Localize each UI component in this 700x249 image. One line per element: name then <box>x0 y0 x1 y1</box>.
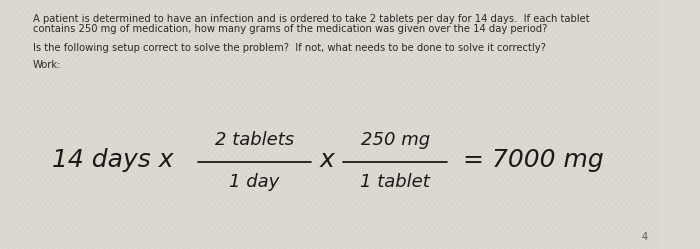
Text: Is the following setup correct to solve the problem?  If not, what needs to be d: Is the following setup correct to solve … <box>33 43 546 53</box>
Text: 250 mg: 250 mg <box>360 131 430 149</box>
Text: contains 250 mg of medication, how many grams of the medication was given over t: contains 250 mg of medication, how many … <box>33 24 547 34</box>
Text: 1 tablet: 1 tablet <box>360 173 430 191</box>
Text: x: x <box>320 148 335 172</box>
Text: 14 days x: 14 days x <box>52 148 174 172</box>
Text: Work:: Work: <box>33 60 62 70</box>
Text: = 7000 mg: = 7000 mg <box>463 148 604 172</box>
Text: A patient is determined to have an infection and is ordered to take 2 tablets pe: A patient is determined to have an infec… <box>33 14 589 24</box>
Text: 1 day: 1 day <box>229 173 279 191</box>
Text: 4: 4 <box>641 232 648 242</box>
Text: 2 tablets: 2 tablets <box>214 131 294 149</box>
